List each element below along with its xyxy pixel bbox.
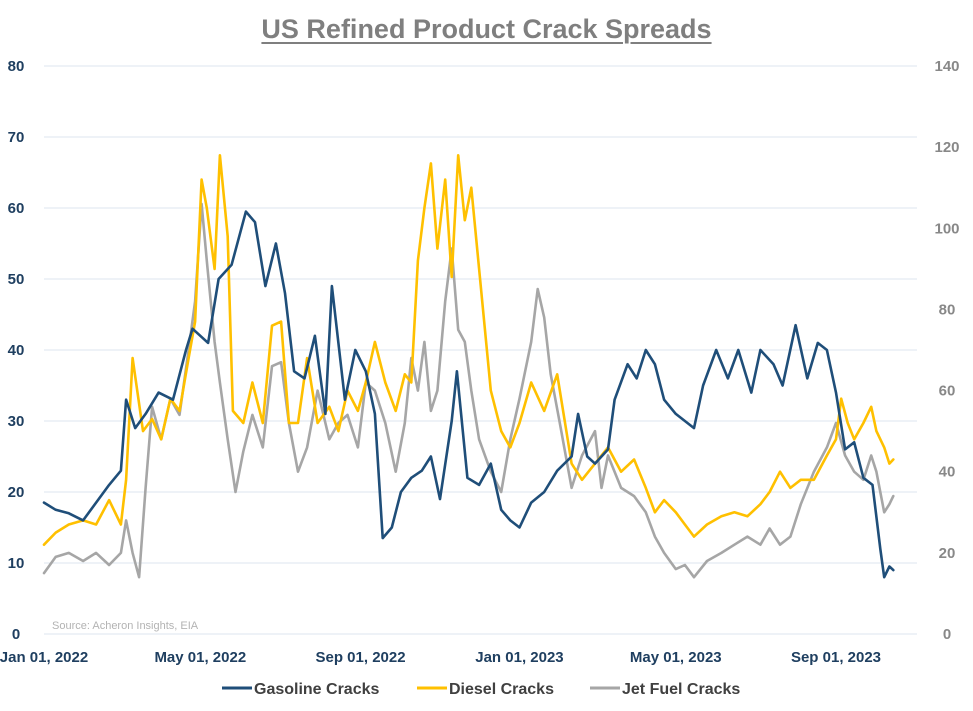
left-axis-ticks: 0 10 20 30 40 50 60 70 80 xyxy=(8,58,25,643)
left-tick-label: 60 xyxy=(8,200,25,217)
gridlines xyxy=(44,65,917,635)
right-tick-label: 0 xyxy=(943,626,951,643)
left-tick-label: 40 xyxy=(8,342,25,359)
legend-label: Diesel Cracks xyxy=(449,681,554,698)
series-lines xyxy=(42,154,895,579)
right-axis-ticks: 0 20 40 60 80 100 120 140 xyxy=(934,58,959,643)
x-tick-label: Sep 01, 2023 xyxy=(791,649,881,666)
x-axis-ticks: Jan 01, 2022 May 01, 2022 Sep 01, 2022 Jan … xyxy=(0,649,881,666)
x-tick-label: Jan 01, 2023 xyxy=(475,649,563,666)
right-tick-label: 20 xyxy=(939,545,956,562)
right-tick-label: 60 xyxy=(939,383,956,400)
right-tick-label: 100 xyxy=(934,220,959,237)
left-tick-label: 80 xyxy=(8,58,25,75)
legend: Gasoline Cracks Diesel Cracks Jet Fuel Cra… xyxy=(222,681,740,698)
right-tick-label: 140 xyxy=(934,58,959,75)
left-tick-label: 0 xyxy=(12,626,20,643)
left-tick-label: 20 xyxy=(8,484,25,501)
chart-title: US Refined Product Crack Spreads xyxy=(261,14,712,44)
legend-label: Gasoline Cracks xyxy=(254,681,380,698)
x-tick-label: Sep 01, 2022 xyxy=(316,649,406,666)
left-tick-label: 50 xyxy=(8,271,25,288)
source-note: Source: Acheron Insights, EIA xyxy=(52,620,199,632)
x-tick-label: Jan 01, 2022 xyxy=(0,649,88,666)
left-tick-label: 70 xyxy=(8,129,25,146)
series-line-jet-fuel-cracks xyxy=(42,202,895,579)
left-tick-label: 10 xyxy=(8,555,25,572)
x-tick-label: May 01, 2022 xyxy=(154,649,246,666)
series-line-diesel-cracks xyxy=(42,154,895,547)
series-line-gasoline-cracks xyxy=(42,210,895,579)
right-tick-label: 80 xyxy=(939,301,956,318)
right-tick-label: 40 xyxy=(939,464,956,481)
right-tick-label: 120 xyxy=(934,139,959,156)
legend-label: Jet Fuel Cracks xyxy=(622,681,740,698)
left-tick-label: 30 xyxy=(8,413,25,430)
x-tick-label: May 01, 2023 xyxy=(630,649,722,666)
